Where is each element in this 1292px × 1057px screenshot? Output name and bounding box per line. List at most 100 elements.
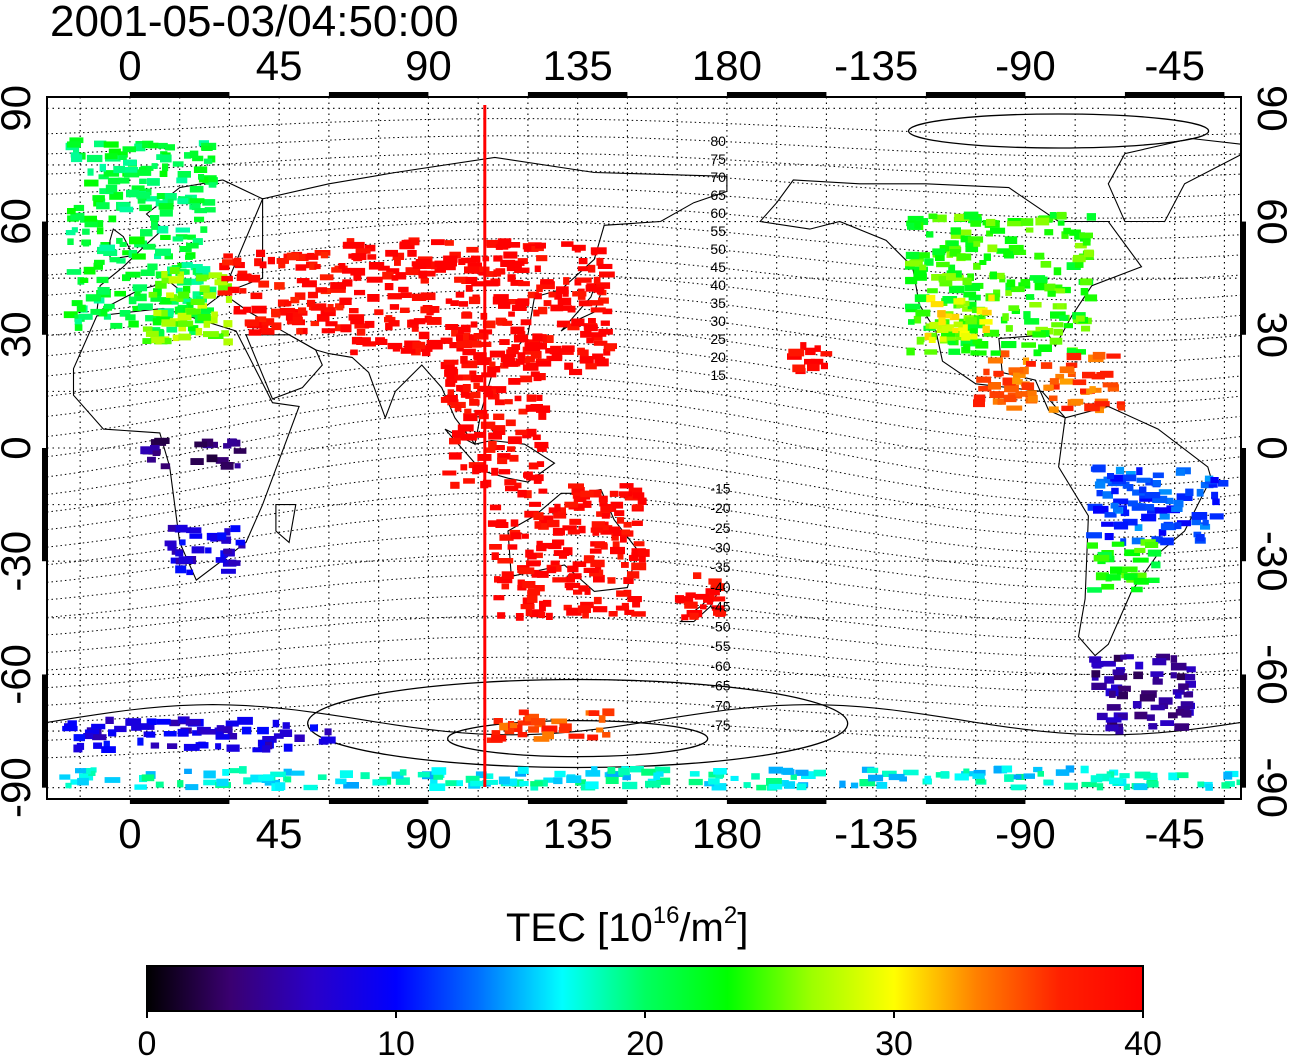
tec-data-point (973, 394, 986, 402)
tec-data-point (505, 299, 519, 305)
tec-data-point (1211, 491, 1219, 500)
contour-label: 65 (710, 187, 726, 203)
tec-data-point (82, 768, 91, 774)
tec-data-point (1134, 524, 1143, 531)
tec-data-point (233, 306, 241, 313)
tec-data-point (1131, 503, 1147, 511)
tec-data-point (167, 543, 177, 551)
tec-data-point (92, 734, 107, 741)
tec-data-point (1032, 331, 1046, 338)
tec-data-point (935, 253, 945, 261)
tec-data-point (76, 742, 85, 750)
tec-data-point (449, 251, 461, 259)
tec-data-point (593, 574, 605, 583)
tec-data-point (203, 331, 219, 338)
tec-data-point (119, 241, 127, 247)
tec-data-point (423, 270, 436, 277)
tec-data-point (571, 487, 585, 495)
tec-data-point (385, 249, 398, 257)
tec-data-point (491, 734, 507, 742)
tec-data-points (59, 137, 1241, 791)
tec-data-point (316, 314, 330, 322)
tec-data-point (83, 733, 94, 740)
tec-data-point (1191, 512, 1208, 520)
frame-bar-right (1241, 448, 1246, 562)
tec-data-point (1173, 499, 1184, 508)
contour-line (47, 656, 1241, 693)
tec-data-point (412, 341, 426, 349)
tec-data-point (460, 257, 471, 264)
tec-data-point (942, 273, 956, 281)
tec-data-point (949, 313, 960, 321)
tec-data-point (1096, 783, 1104, 791)
tec-data-point (497, 453, 511, 460)
tec-data-point (244, 319, 260, 327)
tec-data-point (203, 158, 213, 164)
tec-data-point (403, 239, 420, 246)
tec-data-point (233, 448, 247, 454)
tec-data-point (1059, 378, 1074, 385)
tec-data-point (987, 382, 1001, 390)
tec-data-point (972, 773, 985, 779)
tec-data-point (491, 386, 507, 394)
tec-data-point (535, 361, 552, 367)
tec-data-point (1019, 366, 1029, 375)
tec-data-point (348, 314, 365, 321)
tec-data-point (1008, 305, 1020, 311)
tec-data-point (76, 304, 86, 312)
tec-data-point (962, 300, 970, 307)
tec-data-point (174, 524, 188, 533)
tec-data-point (139, 178, 147, 184)
tec-data-point (395, 777, 410, 785)
tec-data-point (142, 326, 153, 332)
tec-data-point (1104, 512, 1117, 518)
tec-data-point (497, 457, 508, 465)
tec-data-point (104, 777, 121, 783)
tec-data-point (990, 350, 1007, 356)
tec-data-point (1139, 486, 1147, 494)
tec-data-point (208, 182, 217, 188)
tec-data-point (507, 347, 519, 355)
tec-data-point (294, 292, 306, 300)
tec-data-point (1092, 351, 1106, 360)
frame-bar-bottom (1124, 799, 1225, 804)
tec-data-point (533, 375, 542, 382)
tec-data-point (1029, 302, 1042, 308)
tec-data-point (201, 438, 214, 447)
tec-data-point (321, 328, 335, 334)
tec-data-point (186, 302, 194, 310)
x-tick-top: -45 (1144, 42, 1205, 89)
tec-data-point (533, 477, 542, 484)
tec-data-point (250, 292, 263, 300)
tec-data-point (103, 141, 119, 148)
tec-data-point (74, 318, 82, 325)
tec-data-point (449, 437, 461, 445)
tec-data-point (139, 204, 152, 212)
tec-data-point (1026, 361, 1036, 367)
tec-data-point (1113, 506, 1122, 513)
tec-data-point (1091, 661, 1104, 668)
tec-data-point (1034, 282, 1047, 291)
tec-data-point (482, 779, 498, 785)
tec-data-point (399, 769, 407, 776)
tec-data-point (540, 542, 553, 549)
tec-data-point (152, 450, 161, 456)
tec-data-point (1150, 704, 1165, 711)
tec-data-point (97, 287, 110, 295)
tec-data-point (591, 335, 603, 341)
tec-data-point (965, 246, 979, 253)
tec-data-point (641, 768, 656, 776)
colorbar: 0 10 20 30 40 (138, 965, 1162, 1057)
x-tick-top: 0 (118, 42, 141, 89)
tec-data-point (536, 394, 543, 401)
colorbar-title-exp1: 16 (652, 902, 680, 929)
tec-data-point (627, 571, 640, 579)
tec-data-point (225, 720, 239, 727)
tec-data-point (460, 356, 468, 364)
tec-data-point (501, 571, 514, 579)
tec-data-point (554, 770, 566, 778)
tec-data-point (418, 270, 428, 279)
tec-data-point (988, 294, 995, 302)
tec-data-point (83, 215, 97, 222)
tec-data-point (137, 737, 144, 746)
